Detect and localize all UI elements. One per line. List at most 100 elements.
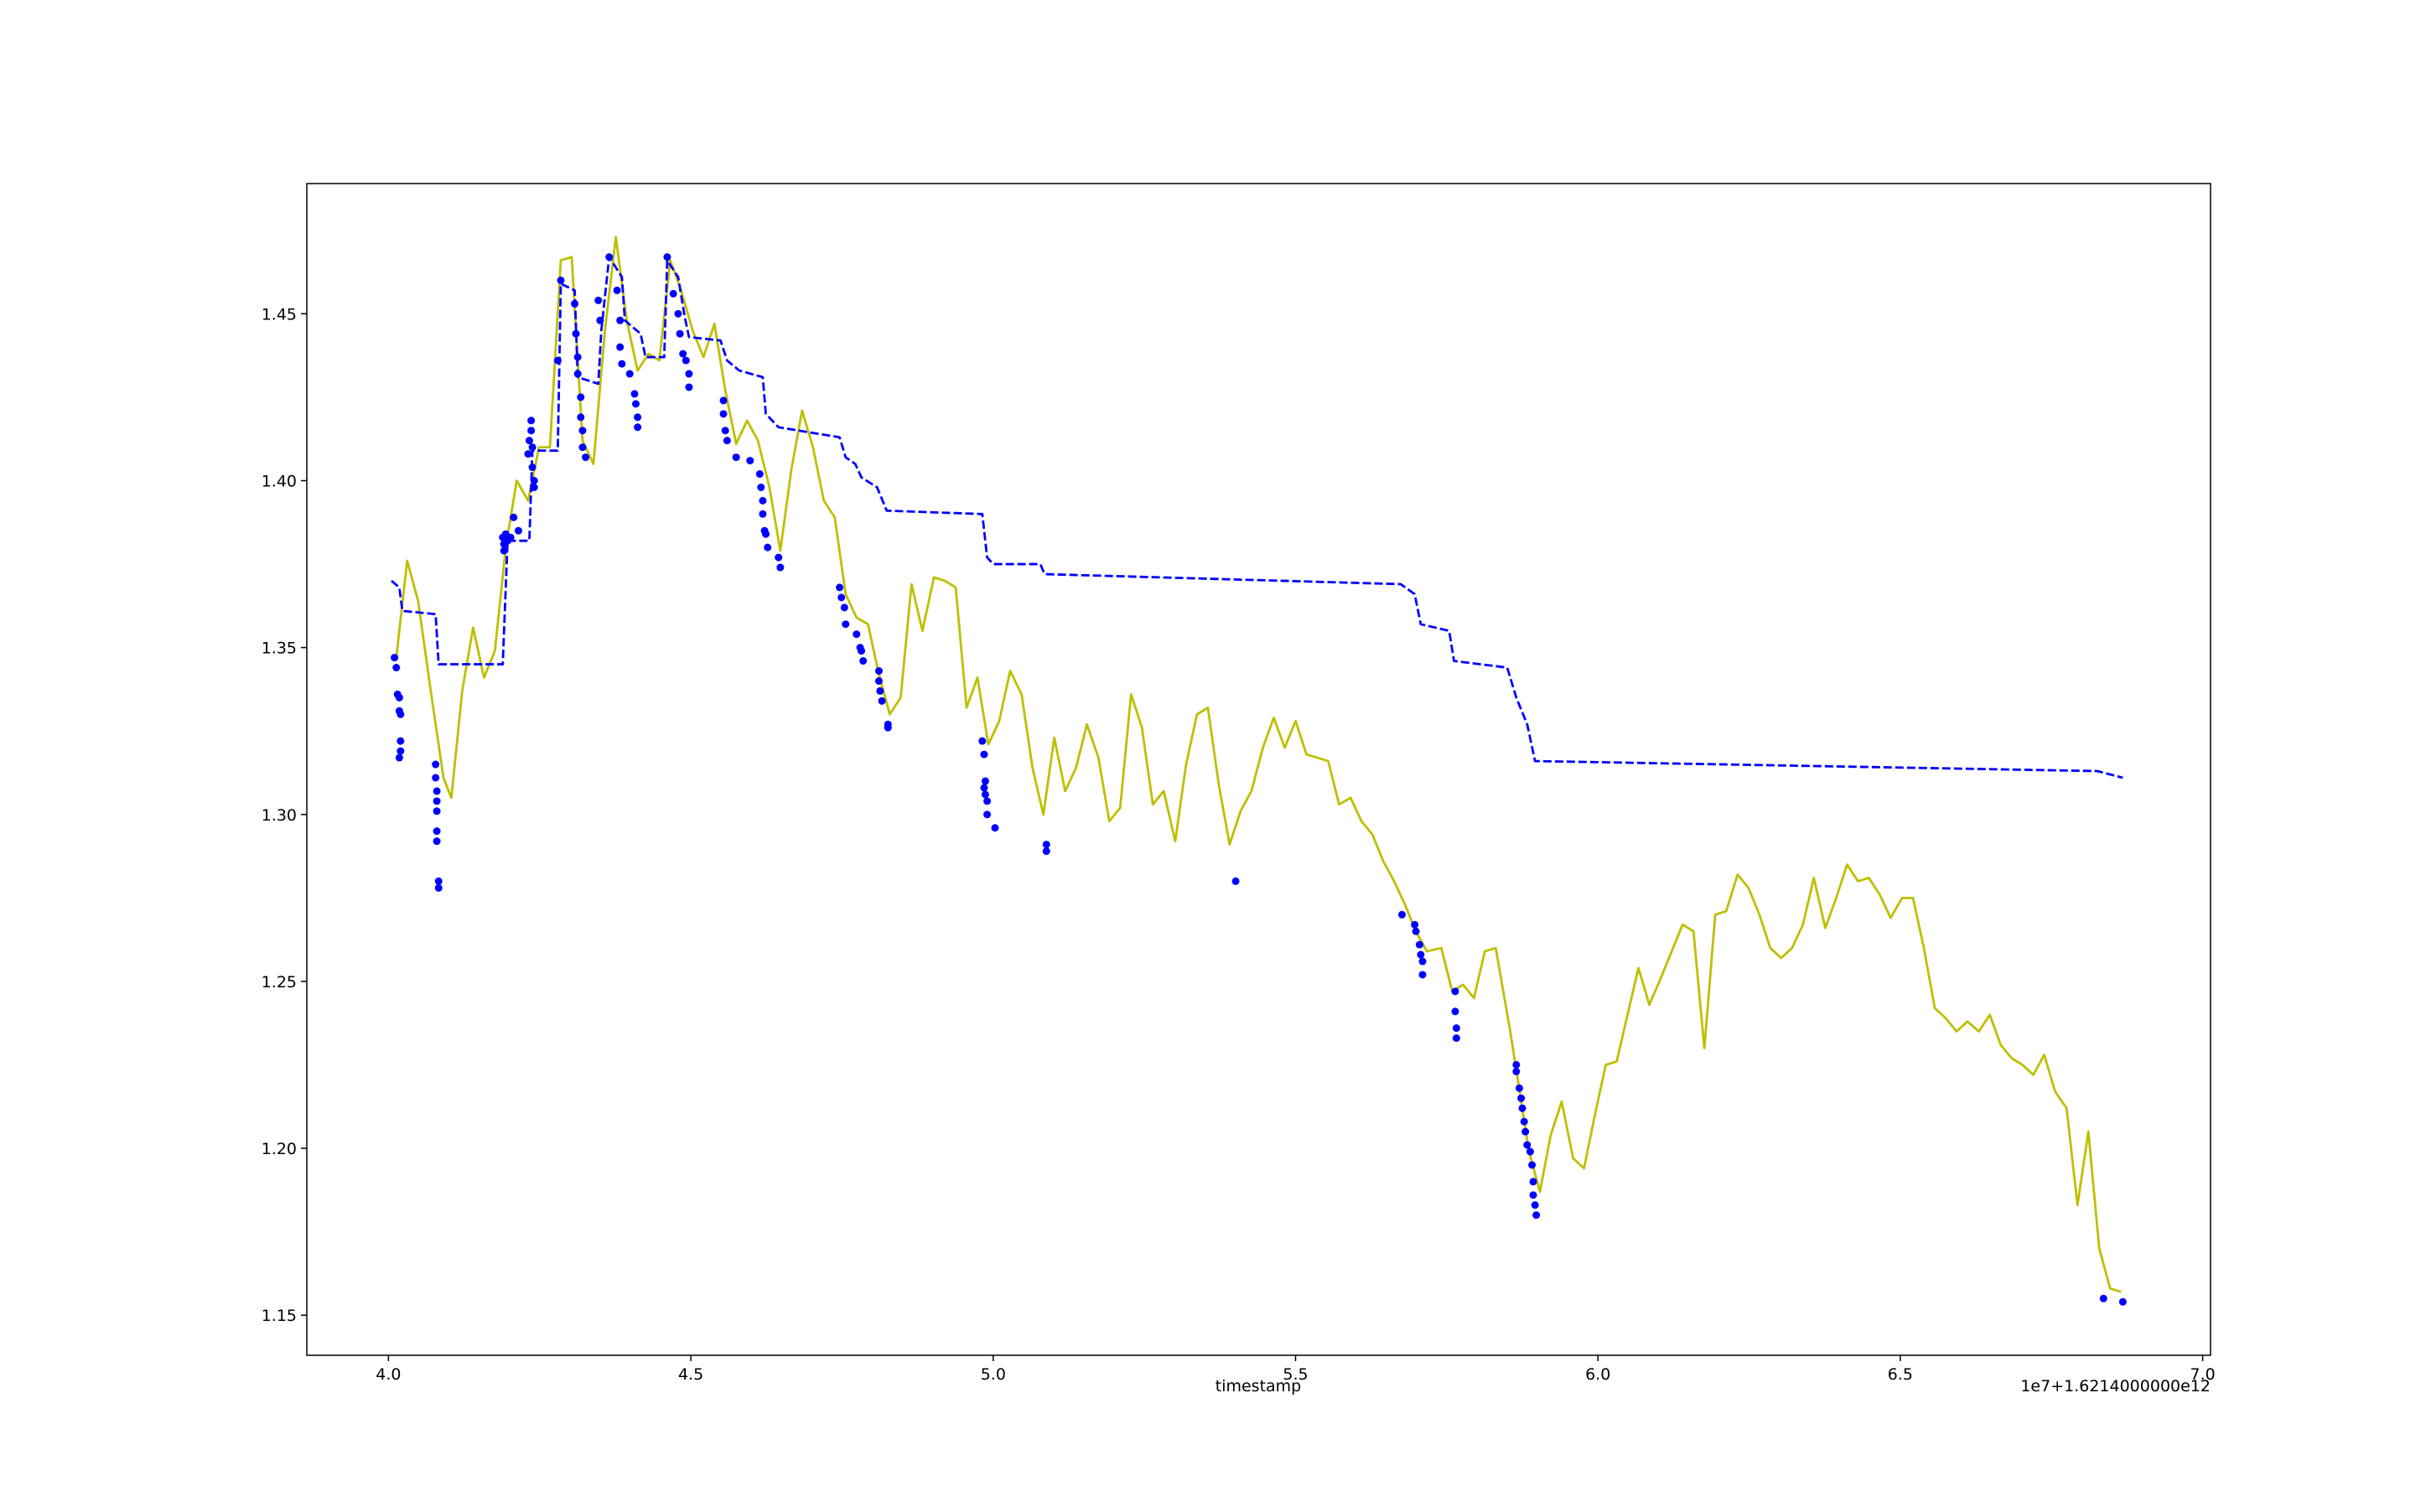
data-point	[1231, 877, 1240, 885]
data-point	[578, 427, 587, 435]
data-point	[1042, 847, 1050, 856]
data-point	[1515, 1084, 1523, 1092]
data-point	[682, 356, 690, 365]
data-point	[433, 787, 441, 795]
data-point	[1523, 1141, 1532, 1149]
data-point	[392, 664, 401, 672]
data-point	[630, 390, 639, 398]
data-point	[674, 309, 682, 318]
axes-frame	[306, 183, 2211, 1356]
data-point	[723, 437, 731, 445]
data-point	[757, 483, 765, 491]
data-point	[432, 774, 440, 782]
data-point	[613, 286, 621, 294]
data-point	[605, 253, 614, 261]
data-point	[776, 563, 785, 572]
data-point	[582, 453, 590, 462]
data-point	[527, 417, 536, 425]
data-point	[397, 737, 405, 745]
data-point	[634, 423, 642, 432]
data-point	[759, 496, 767, 505]
data-point	[746, 457, 754, 465]
data-point	[1528, 1161, 1537, 1169]
data-point	[859, 657, 868, 665]
series-line	[391, 256, 2123, 779]
data-point	[616, 343, 625, 351]
data-point	[676, 329, 684, 338]
data-point	[669, 289, 677, 298]
data-point	[530, 476, 538, 484]
data-point	[755, 470, 764, 479]
data-point	[1397, 910, 1406, 919]
data-point	[433, 797, 441, 805]
data-point	[1518, 1104, 1527, 1112]
x-tick-label: 4.0	[376, 1365, 401, 1384]
data-point	[685, 370, 693, 378]
data-point	[884, 723, 892, 732]
x-offset-text: 1e7+1.6214000000e12	[2020, 1377, 2211, 1395]
data-point	[1418, 957, 1427, 966]
data-point	[775, 553, 783, 562]
data-point	[625, 370, 634, 378]
y-tick-label: 1.45	[262, 305, 297, 324]
data-point	[840, 603, 848, 612]
data-point	[991, 824, 999, 832]
data-point	[1529, 1178, 1537, 1186]
data-point	[433, 807, 441, 816]
data-point	[530, 483, 538, 491]
data-point	[506, 533, 515, 541]
data-point	[571, 299, 579, 308]
data-point	[631, 400, 640, 408]
x-tick-label: 6.0	[1585, 1365, 1610, 1384]
data-point	[527, 427, 536, 435]
x-tick-label: 4.5	[678, 1365, 703, 1384]
data-point	[528, 443, 536, 452]
data-point	[524, 450, 532, 458]
y-tick-label: 1.15	[262, 1307, 297, 1325]
data-point	[1532, 1211, 1541, 1219]
data-point	[433, 837, 441, 846]
data-point	[1451, 987, 1459, 996]
data-point	[1452, 1024, 1460, 1033]
data-point	[1520, 1117, 1528, 1126]
data-point	[1418, 971, 1427, 979]
x-tick-label: 5.0	[981, 1365, 1006, 1384]
data-point	[391, 654, 399, 662]
data-point	[528, 463, 536, 472]
x-tick-label: 6.5	[1888, 1365, 1913, 1384]
data-point	[572, 329, 580, 338]
data-point	[553, 356, 562, 365]
data-point	[1512, 1067, 1521, 1075]
data-point	[397, 747, 405, 755]
data-point	[1415, 940, 1423, 949]
data-point	[557, 277, 565, 285]
data-point	[762, 530, 770, 538]
data-point	[981, 790, 989, 799]
data-point	[980, 784, 988, 792]
data-point	[573, 370, 582, 378]
data-point	[981, 777, 989, 785]
data-point	[719, 410, 728, 418]
data-point	[874, 676, 883, 685]
data-point	[732, 453, 740, 462]
data-point	[1512, 1060, 1521, 1069]
series-line	[395, 236, 2122, 1293]
data-point	[874, 667, 883, 676]
data-point	[395, 693, 403, 702]
data-point	[685, 383, 693, 391]
data-point	[618, 360, 626, 368]
data-point	[596, 316, 604, 324]
data-point	[578, 443, 587, 452]
data-point	[500, 546, 508, 555]
data-point	[764, 543, 772, 551]
data-point	[721, 427, 729, 435]
data-point	[1411, 920, 1419, 929]
data-point	[719, 396, 728, 405]
y-tick-label: 1.20	[262, 1140, 297, 1158]
x-axis-label: timestamp	[1216, 1377, 1302, 1395]
data-point	[434, 877, 443, 885]
data-point	[573, 353, 582, 361]
data-point	[1412, 927, 1420, 935]
data-point	[510, 513, 518, 521]
